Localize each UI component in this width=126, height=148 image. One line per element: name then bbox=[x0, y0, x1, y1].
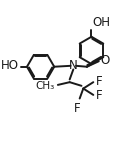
Text: F: F bbox=[74, 102, 80, 115]
Text: N: N bbox=[69, 59, 78, 72]
Text: F: F bbox=[96, 89, 103, 102]
Text: F: F bbox=[96, 75, 103, 88]
Text: O: O bbox=[101, 54, 110, 67]
Text: OH: OH bbox=[92, 16, 110, 29]
Text: CH₃: CH₃ bbox=[35, 81, 54, 91]
Text: HO: HO bbox=[1, 59, 19, 72]
